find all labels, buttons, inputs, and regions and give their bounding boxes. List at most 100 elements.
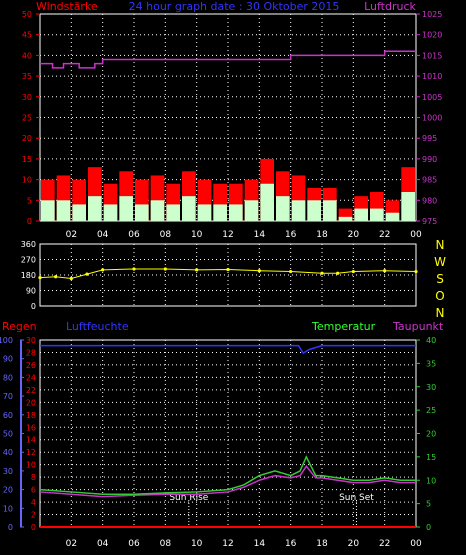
temperature-y-tick-label: 25 [426, 406, 436, 415]
rain-axis-title: Regen [2, 320, 37, 333]
compass-label-s: S [436, 272, 444, 286]
pressure-y-tick-label: 1005 [422, 93, 442, 102]
direction-y-tick-label: 90 [26, 287, 36, 296]
pressure-y-tick-label: 1025 [422, 10, 442, 19]
temperature-y-tick-label: 5 [426, 500, 431, 509]
temp-x-tick-label: 08 [160, 539, 172, 549]
wind-avg-bar [307, 200, 321, 221]
humidity-y-tick-label: 0 [8, 523, 13, 532]
temp-x-tick-label: 04 [97, 539, 109, 549]
wind-avg-bar [119, 196, 133, 221]
direction-y-tick-label: 180 [21, 271, 36, 280]
rain-y-tick-label: 6 [31, 486, 36, 495]
rain-y-tick-label: 18 [26, 411, 36, 420]
wind-y-tick-label: 45 [22, 31, 32, 40]
wind-avg-bar [213, 204, 227, 221]
humidity-y-tick-label: 10 [3, 504, 13, 513]
humidity-y-tick-label: 70 [3, 392, 13, 401]
wind-avg-bar [56, 200, 71, 221]
temperature-y-tick-label: 15 [426, 453, 436, 462]
wind-avg-bar [103, 204, 118, 221]
wind-y-tick-label: 20 [22, 134, 32, 143]
wind-x-tick-label: 22 [379, 230, 390, 240]
humidity-y-tick-label: 40 [3, 448, 13, 457]
wind-y-tick-label: 35 [22, 72, 32, 81]
dewpoint-line [39, 464, 416, 498]
direction-y-tick-label: 270 [21, 256, 36, 265]
temp-x-tick-label: 10 [191, 539, 203, 549]
wind-avg-bar [323, 200, 337, 221]
wind-avg-bar [276, 196, 290, 221]
wind-avg-bar [41, 200, 55, 221]
wind-avg-bar [385, 212, 400, 221]
wind-avg-bar [182, 196, 196, 221]
wind-y-tick-label: 10 [22, 176, 32, 185]
humidity-y-tick-label: 50 [3, 430, 13, 439]
wind-x-tick-label: 16 [285, 230, 297, 240]
wind-avg-bar [150, 200, 165, 221]
temperature-y-tick-label: 20 [426, 430, 436, 439]
pressure-y-tick-label: 995 [422, 134, 437, 143]
wind-y-tick-label: 15 [22, 155, 32, 164]
humidity-axis-title: Luftfeuchte [66, 320, 129, 333]
temperature-y-tick-label: 10 [426, 476, 436, 485]
wind-avg-bar [401, 192, 415, 221]
temp-x-tick-label: 02 [66, 539, 77, 549]
chart-title: 24 hour graph date : 30 Oktober 2015 [129, 0, 340, 13]
temp-x-tick-label: 06 [128, 539, 140, 549]
humidity-y-tick-label: 100 [0, 336, 13, 345]
temp-x-tick-label: 14 [254, 539, 266, 549]
temperature-y-tick-label: 30 [426, 383, 436, 392]
temp-x-tick-label: 18 [316, 539, 328, 549]
wind-avg-bar [229, 204, 243, 221]
pressure-y-tick-label: 990 [422, 155, 437, 164]
temp-x-tick-label: 00 [410, 539, 422, 549]
rain-y-tick-label: 4 [31, 498, 36, 507]
compass-label-o: O [435, 289, 444, 303]
wind-y-tick-label: 25 [22, 114, 32, 123]
temp-x-tick-label: 22 [379, 539, 390, 549]
rain-y-tick-label: 26 [26, 361, 36, 370]
wind-x-tick-label: 00 [410, 230, 422, 240]
wind-x-tick-label: 02 [66, 230, 77, 240]
sunset-label: Sun Set [339, 493, 374, 503]
wind-avg-bar [88, 196, 102, 221]
wind-avg-bar [260, 183, 274, 221]
rain-y-tick-label: 28 [26, 348, 36, 357]
pressure-y-tick-label: 1020 [422, 31, 442, 40]
rain-y-tick-label: 24 [26, 373, 36, 382]
wind-avg-bar [291, 200, 306, 221]
humidity-y-tick-label: 80 [3, 373, 13, 382]
rain-y-tick-label: 20 [26, 398, 36, 407]
wind-x-tick-label: 14 [254, 230, 266, 240]
humidity-y-tick-label: 90 [3, 355, 13, 364]
humidity-y-tick-label: 60 [3, 411, 13, 420]
wind-avg-bar [370, 208, 384, 221]
wind-x-tick-label: 06 [128, 230, 140, 240]
direction-line [39, 268, 417, 279]
temp-x-tick-label: 20 [348, 539, 360, 549]
temperature-line [39, 455, 416, 496]
wind-x-tick-label: 10 [191, 230, 203, 240]
dewpoint-axis-title: Taupunkt [392, 320, 444, 333]
compass-label-n-bottom: N [436, 306, 445, 320]
wind-pressure-panel: 02 04 06 08 10 12 14 16 18 20 22 000510152025303540… [22, 10, 443, 240]
temp-x-tick-label: 16 [285, 539, 297, 549]
rain-y-tick-label: 30 [26, 336, 36, 345]
pressure-y-tick-label: 980 [422, 196, 437, 205]
wind-y-tick-label: 50 [22, 10, 32, 19]
pressure-line [40, 50, 416, 69]
wind-avg-bar [197, 204, 212, 221]
wind-x-tick-label: 12 [222, 230, 233, 240]
humidity-y-tick-label: 30 [3, 467, 13, 476]
wind-avg-bar [244, 200, 259, 221]
compass-label-w: W [434, 255, 446, 269]
pressure-y-tick-label: 1010 [422, 72, 442, 81]
wind-y-tick-label: 30 [22, 93, 32, 102]
pressure-y-tick-label: 975 [422, 217, 437, 226]
temperature-axis-title: Temperatur [311, 320, 376, 333]
sunrise-label: Sun Rise [169, 493, 208, 503]
rain-y-tick-label: 10 [26, 461, 36, 470]
rain-y-tick-label: 12 [26, 448, 36, 457]
